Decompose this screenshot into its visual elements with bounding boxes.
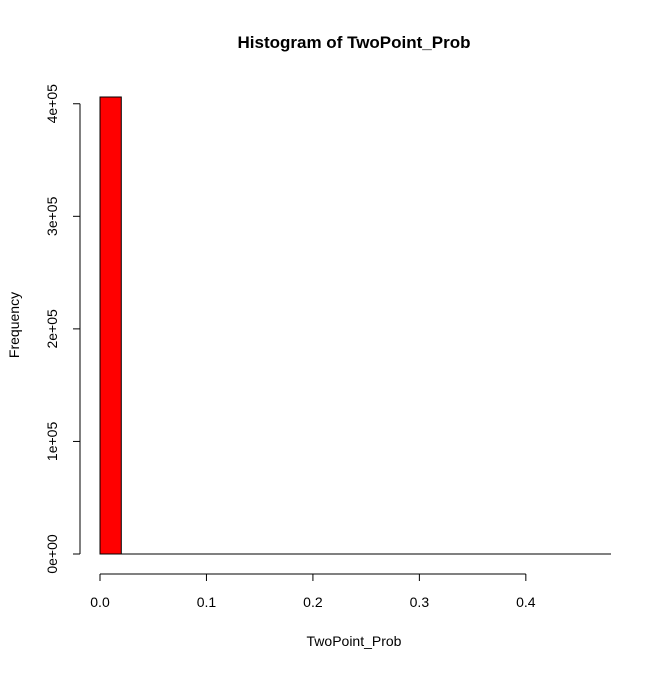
x-tick-label: 0.0 xyxy=(90,594,110,610)
x-tick-label: 0.4 xyxy=(516,594,536,610)
x-tick-label: 0.1 xyxy=(197,594,217,610)
x-axis: 0.0 0.1 0.2 0.3 0.4 xyxy=(90,573,536,610)
y-tick-label: 2e+05 xyxy=(44,309,60,349)
y-tick-label: 3e+05 xyxy=(44,196,60,236)
x-tick-label: 0.3 xyxy=(410,594,430,610)
y-tick-label: 4e+05 xyxy=(44,84,60,124)
bars-group xyxy=(99,96,611,555)
y-tick-label: 0e+00 xyxy=(44,534,60,574)
x-axis-label: TwoPoint_Prob xyxy=(307,633,402,649)
chart-title: Histogram of TwoPoint_Prob xyxy=(238,33,471,52)
y-tick-label: 1e+05 xyxy=(44,422,60,462)
y-axis-label: Frequency xyxy=(6,292,22,358)
x-tick-label: 0.2 xyxy=(303,594,323,610)
y-axis: 0e+00 1e+05 2e+05 3e+05 4e+05 xyxy=(44,84,81,574)
histogram-bar xyxy=(99,96,122,555)
